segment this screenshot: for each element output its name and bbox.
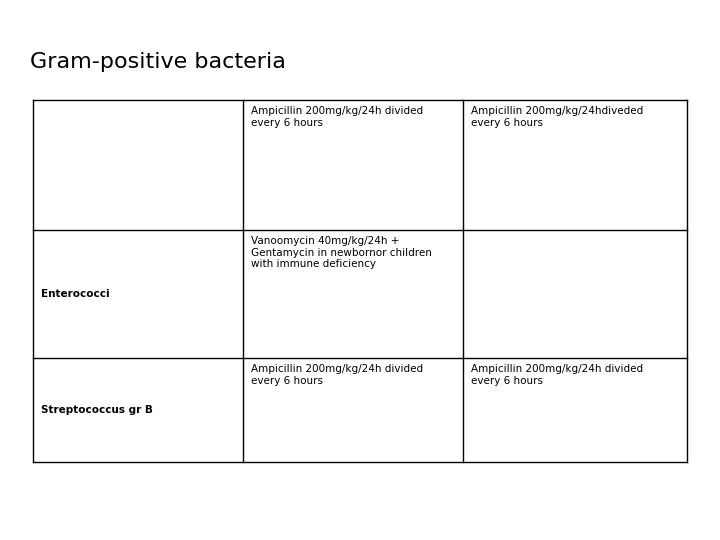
Text: Ampicillin 200mg/kg/24h divided
every 6 hours: Ampicillin 200mg/kg/24h divided every 6 … bbox=[471, 364, 643, 386]
Text: Enterococci: Enterococci bbox=[41, 289, 109, 299]
Text: Ampicillin 200mg/kg/24h divided
every 6 hours: Ampicillin 200mg/kg/24h divided every 6 … bbox=[251, 364, 423, 386]
Text: Vanoomycin 40mg/kg/24h +
Gentamycin in newbornor children
with immune deficiency: Vanoomycin 40mg/kg/24h + Gentamycin in n… bbox=[251, 236, 432, 269]
Text: Ampicillin 200mg/kg/24hdiveded
every 6 hours: Ampicillin 200mg/kg/24hdiveded every 6 h… bbox=[471, 106, 643, 127]
Text: Ampicillin 200mg/kg/24h divided
every 6 hours: Ampicillin 200mg/kg/24h divided every 6 … bbox=[251, 106, 423, 127]
Text: Gram-positive bacteria: Gram-positive bacteria bbox=[30, 52, 286, 72]
Text: Streptococcus gr B: Streptococcus gr B bbox=[41, 405, 153, 415]
